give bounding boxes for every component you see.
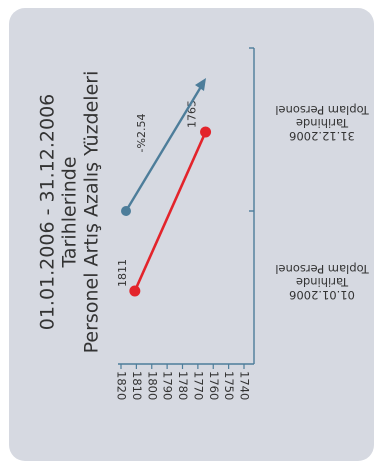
y-tick-label: 1740: [238, 371, 252, 400]
trend-arrow-head: [195, 78, 206, 91]
trend-arrow-line: [124, 84, 204, 212]
y-tick-label: 1750: [222, 371, 236, 400]
y-tick-label: 1800: [145, 371, 159, 400]
y-tick-label: 1820: [115, 371, 129, 400]
series-line: [133, 131, 207, 292]
chart-title-line: Personel Artış Azalış Yüzdeleri: [81, 71, 103, 354]
category-label-line: 01.01.2006: [289, 288, 355, 302]
data-label: 1765: [186, 100, 199, 128]
category-label-line: Toplam Personel: [275, 262, 369, 276]
chart-title-line: Tarihlerinde: [59, 156, 81, 268]
y-tick-label: 1770: [191, 371, 205, 400]
chart-title: 01.01.2006 - 31.12.2006 Tarihlerinde Perso…: [37, 71, 103, 354]
data-label: 1811: [116, 259, 129, 287]
y-tick-label: 1780: [176, 371, 190, 400]
category-label-line: Toplam Personel: [275, 103, 369, 117]
y-tick-label: 1790: [161, 371, 175, 400]
series-marks: 1811 1765 -%2.54: [116, 78, 212, 297]
data-point: [129, 285, 141, 297]
chart-panel: [9, 8, 374, 461]
category-label-line: Tarihinde: [296, 275, 349, 289]
category-label-line: Tarihinde: [296, 116, 349, 130]
trend-arrow-label: -%2.54: [135, 114, 148, 153]
y-tick-label: 1760: [207, 371, 221, 400]
chart-title-line: 01.01.2006 - 31.12.2006: [37, 94, 59, 331]
y-tick-label: 1810: [130, 371, 144, 400]
chart-axes: [118, 47, 255, 369]
y-tick-labels: 1820 1810 1800 1790 1780 1770 1760 1750 1740: [115, 371, 252, 400]
data-point: [200, 126, 212, 138]
trend-arrow-start: [121, 206, 131, 216]
category-label-line: 31.12.2006: [289, 129, 355, 143]
